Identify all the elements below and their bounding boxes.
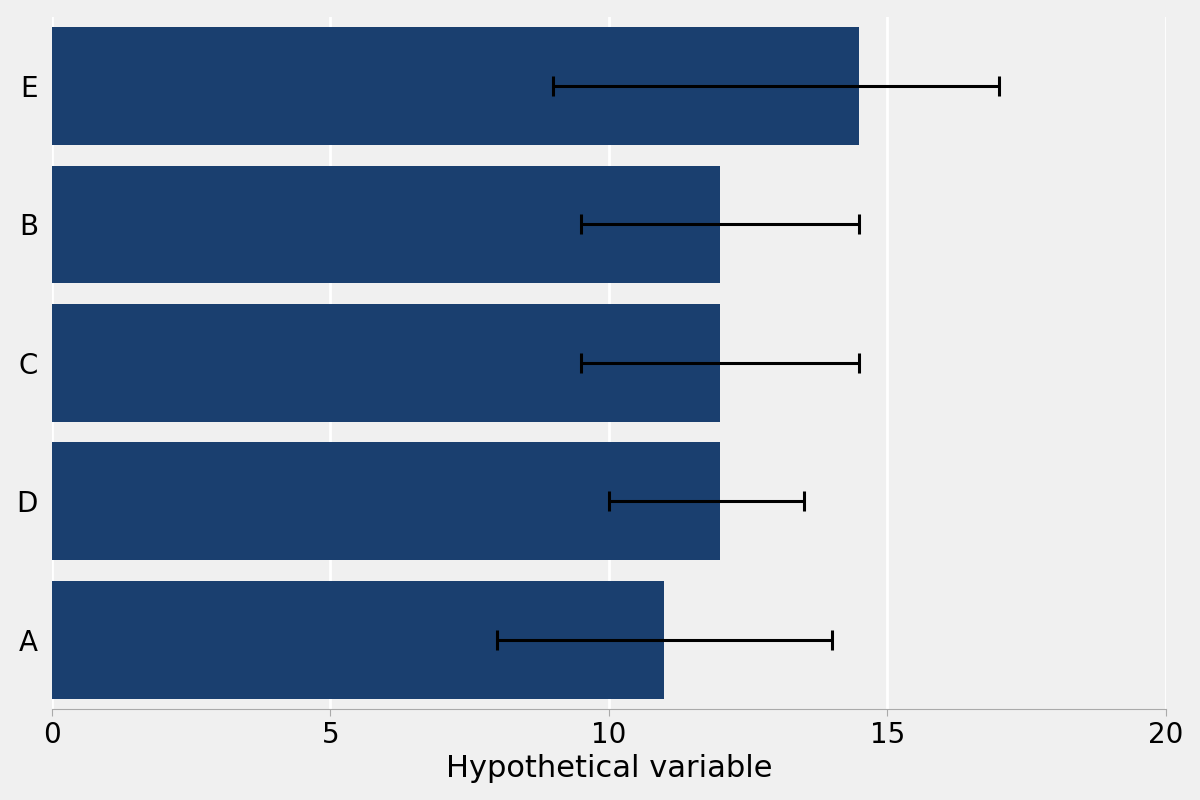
Bar: [52, 27, 859, 145]
Bar: [52, 442, 720, 560]
X-axis label: Hypothetical variable: Hypothetical variable: [445, 754, 772, 783]
Bar: [52, 166, 720, 283]
Bar: [52, 304, 720, 422]
Bar: [52, 581, 665, 698]
